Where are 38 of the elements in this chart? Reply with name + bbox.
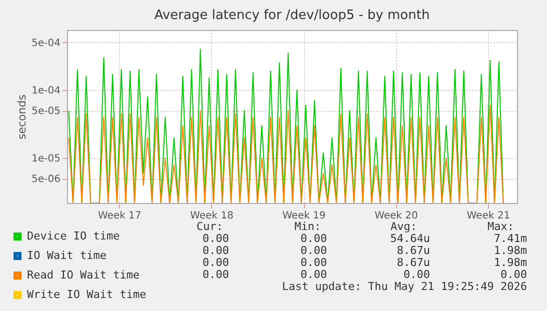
x-tick-label: Week 20	[374, 210, 418, 222]
y-tick-label: 1e-04	[32, 86, 60, 97]
text: Max:	[488, 220, 514, 233]
text: 0.00	[202, 256, 229, 269]
text: 0.00	[202, 244, 229, 257]
x-tick-label: Week 17	[98, 210, 142, 222]
y-tick-label: 5e-04	[32, 38, 60, 49]
text: 1.98m	[494, 244, 527, 257]
legend-label: IO Wait time	[27, 249, 106, 262]
chart-title: Average latency for /dev/loop5 - by month	[154, 8, 430, 23]
text: 0.00	[202, 268, 229, 281]
legend-label: Device IO time	[27, 230, 120, 242]
text: 54.64u	[390, 232, 430, 245]
text: 7.41m	[494, 232, 527, 245]
x-tick-label: Week 19	[282, 210, 326, 222]
x-tick-label: Week 18	[190, 210, 234, 222]
y-tick-label: 5e-05	[32, 106, 60, 118]
text: 0.00	[300, 256, 327, 269]
text: 8.67u	[396, 244, 430, 257]
y-axis-title: seconds	[16, 94, 29, 140]
text: Avg:	[390, 220, 417, 233]
legend-label: Write IO Wait time	[27, 288, 146, 301]
text: 0.00	[300, 232, 327, 245]
y-tick-label: 5e-06	[32, 174, 60, 186]
legend-label: Read IO Wait time	[27, 268, 140, 282]
text: Last update: Thu May 21 19:25:49 2026	[282, 280, 527, 293]
y-tick-label: 1e-05	[32, 154, 60, 165]
text: 0.00	[300, 268, 327, 281]
x-tick-label: Week 21	[466, 210, 510, 222]
text: 0.00	[500, 268, 527, 281]
text: Cur:	[196, 220, 223, 233]
text: 0.00	[202, 232, 229, 245]
text: 8.67u	[396, 256, 430, 269]
text: 1.98m	[494, 256, 527, 269]
text: 0.00	[404, 268, 430, 281]
text: Min:	[294, 220, 321, 233]
line-series	[68, 104, 504, 203]
text: 0.00	[300, 244, 327, 257]
